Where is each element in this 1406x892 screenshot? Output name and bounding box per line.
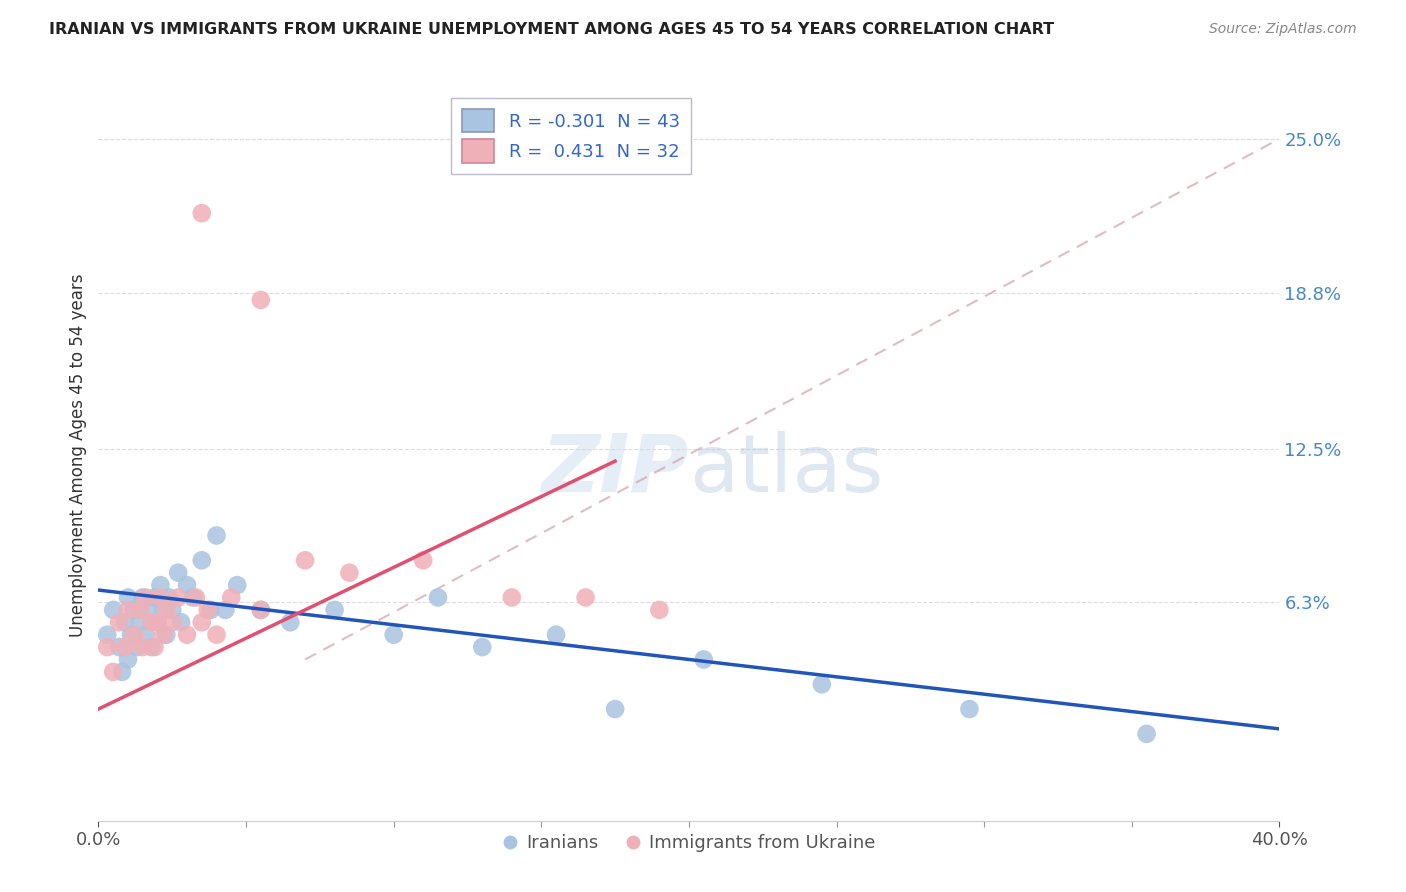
Point	[191, 615, 214, 630]
Point	[117, 591, 139, 605]
Point	[149, 578, 172, 592]
Point	[96, 628, 118, 642]
Point	[125, 640, 148, 654]
Point	[114, 640, 136, 654]
Point	[170, 615, 193, 630]
Text: atlas: atlas	[689, 431, 883, 508]
Text: ZIP: ZIP	[541, 431, 689, 508]
Point	[108, 640, 131, 654]
Point	[250, 293, 273, 307]
Point	[155, 628, 177, 642]
Point	[1136, 727, 1159, 741]
Y-axis label: Unemployment Among Ages 45 to 54 years: Unemployment Among Ages 45 to 54 years	[69, 273, 87, 637]
Point	[280, 615, 302, 630]
Point	[167, 591, 190, 605]
Point	[162, 603, 183, 617]
Point	[501, 591, 523, 605]
Text: Source: ZipAtlas.com: Source: ZipAtlas.com	[1209, 22, 1357, 37]
Point	[114, 615, 136, 630]
Point	[546, 628, 568, 642]
Point	[427, 591, 450, 605]
Point	[152, 603, 174, 617]
Point	[382, 628, 405, 642]
Point	[221, 591, 243, 605]
Point	[200, 603, 222, 617]
Point	[157, 591, 180, 605]
Point	[162, 615, 183, 630]
Point	[959, 702, 981, 716]
Point	[141, 640, 163, 654]
Point	[191, 206, 214, 220]
Point	[250, 603, 273, 617]
Legend: Iranians, Immigrants from Ukraine: Iranians, Immigrants from Ukraine	[495, 827, 883, 859]
Point	[152, 628, 174, 642]
Point	[191, 553, 214, 567]
Point	[122, 603, 145, 617]
Point	[128, 603, 150, 617]
Point	[117, 652, 139, 666]
Point	[226, 578, 249, 592]
Point	[412, 553, 434, 567]
Point	[605, 702, 627, 716]
Point	[128, 615, 150, 630]
Point	[135, 591, 157, 605]
Point	[108, 615, 131, 630]
Point	[575, 591, 598, 605]
Point	[250, 603, 273, 617]
Point	[471, 640, 494, 654]
Point	[214, 603, 236, 617]
Point	[103, 665, 125, 679]
Point	[146, 615, 169, 630]
Point	[96, 640, 118, 654]
Point	[197, 603, 219, 617]
Point	[132, 591, 155, 605]
Point	[181, 591, 204, 605]
Point	[648, 603, 671, 617]
Point	[143, 591, 166, 605]
Point	[149, 591, 172, 605]
Point	[205, 528, 228, 542]
Point	[120, 628, 142, 642]
Point	[205, 628, 228, 642]
Point	[323, 603, 346, 617]
Point	[176, 578, 198, 592]
Text: IRANIAN VS IMMIGRANTS FROM UKRAINE UNEMPLOYMENT AMONG AGES 45 TO 54 YEARS CORREL: IRANIAN VS IMMIGRANTS FROM UKRAINE UNEMP…	[49, 22, 1054, 37]
Point	[143, 640, 166, 654]
Point	[111, 665, 134, 679]
Point	[117, 603, 139, 617]
Point	[184, 591, 207, 605]
Point	[122, 628, 145, 642]
Point	[141, 615, 163, 630]
Point	[810, 677, 832, 691]
Point	[167, 566, 190, 580]
Point	[103, 603, 125, 617]
Point	[138, 603, 160, 617]
Point	[294, 553, 316, 567]
Point	[135, 628, 157, 642]
Point	[155, 603, 177, 617]
Point	[146, 615, 169, 630]
Point	[176, 628, 198, 642]
Point	[693, 652, 716, 666]
Point	[339, 566, 361, 580]
Point	[132, 640, 155, 654]
